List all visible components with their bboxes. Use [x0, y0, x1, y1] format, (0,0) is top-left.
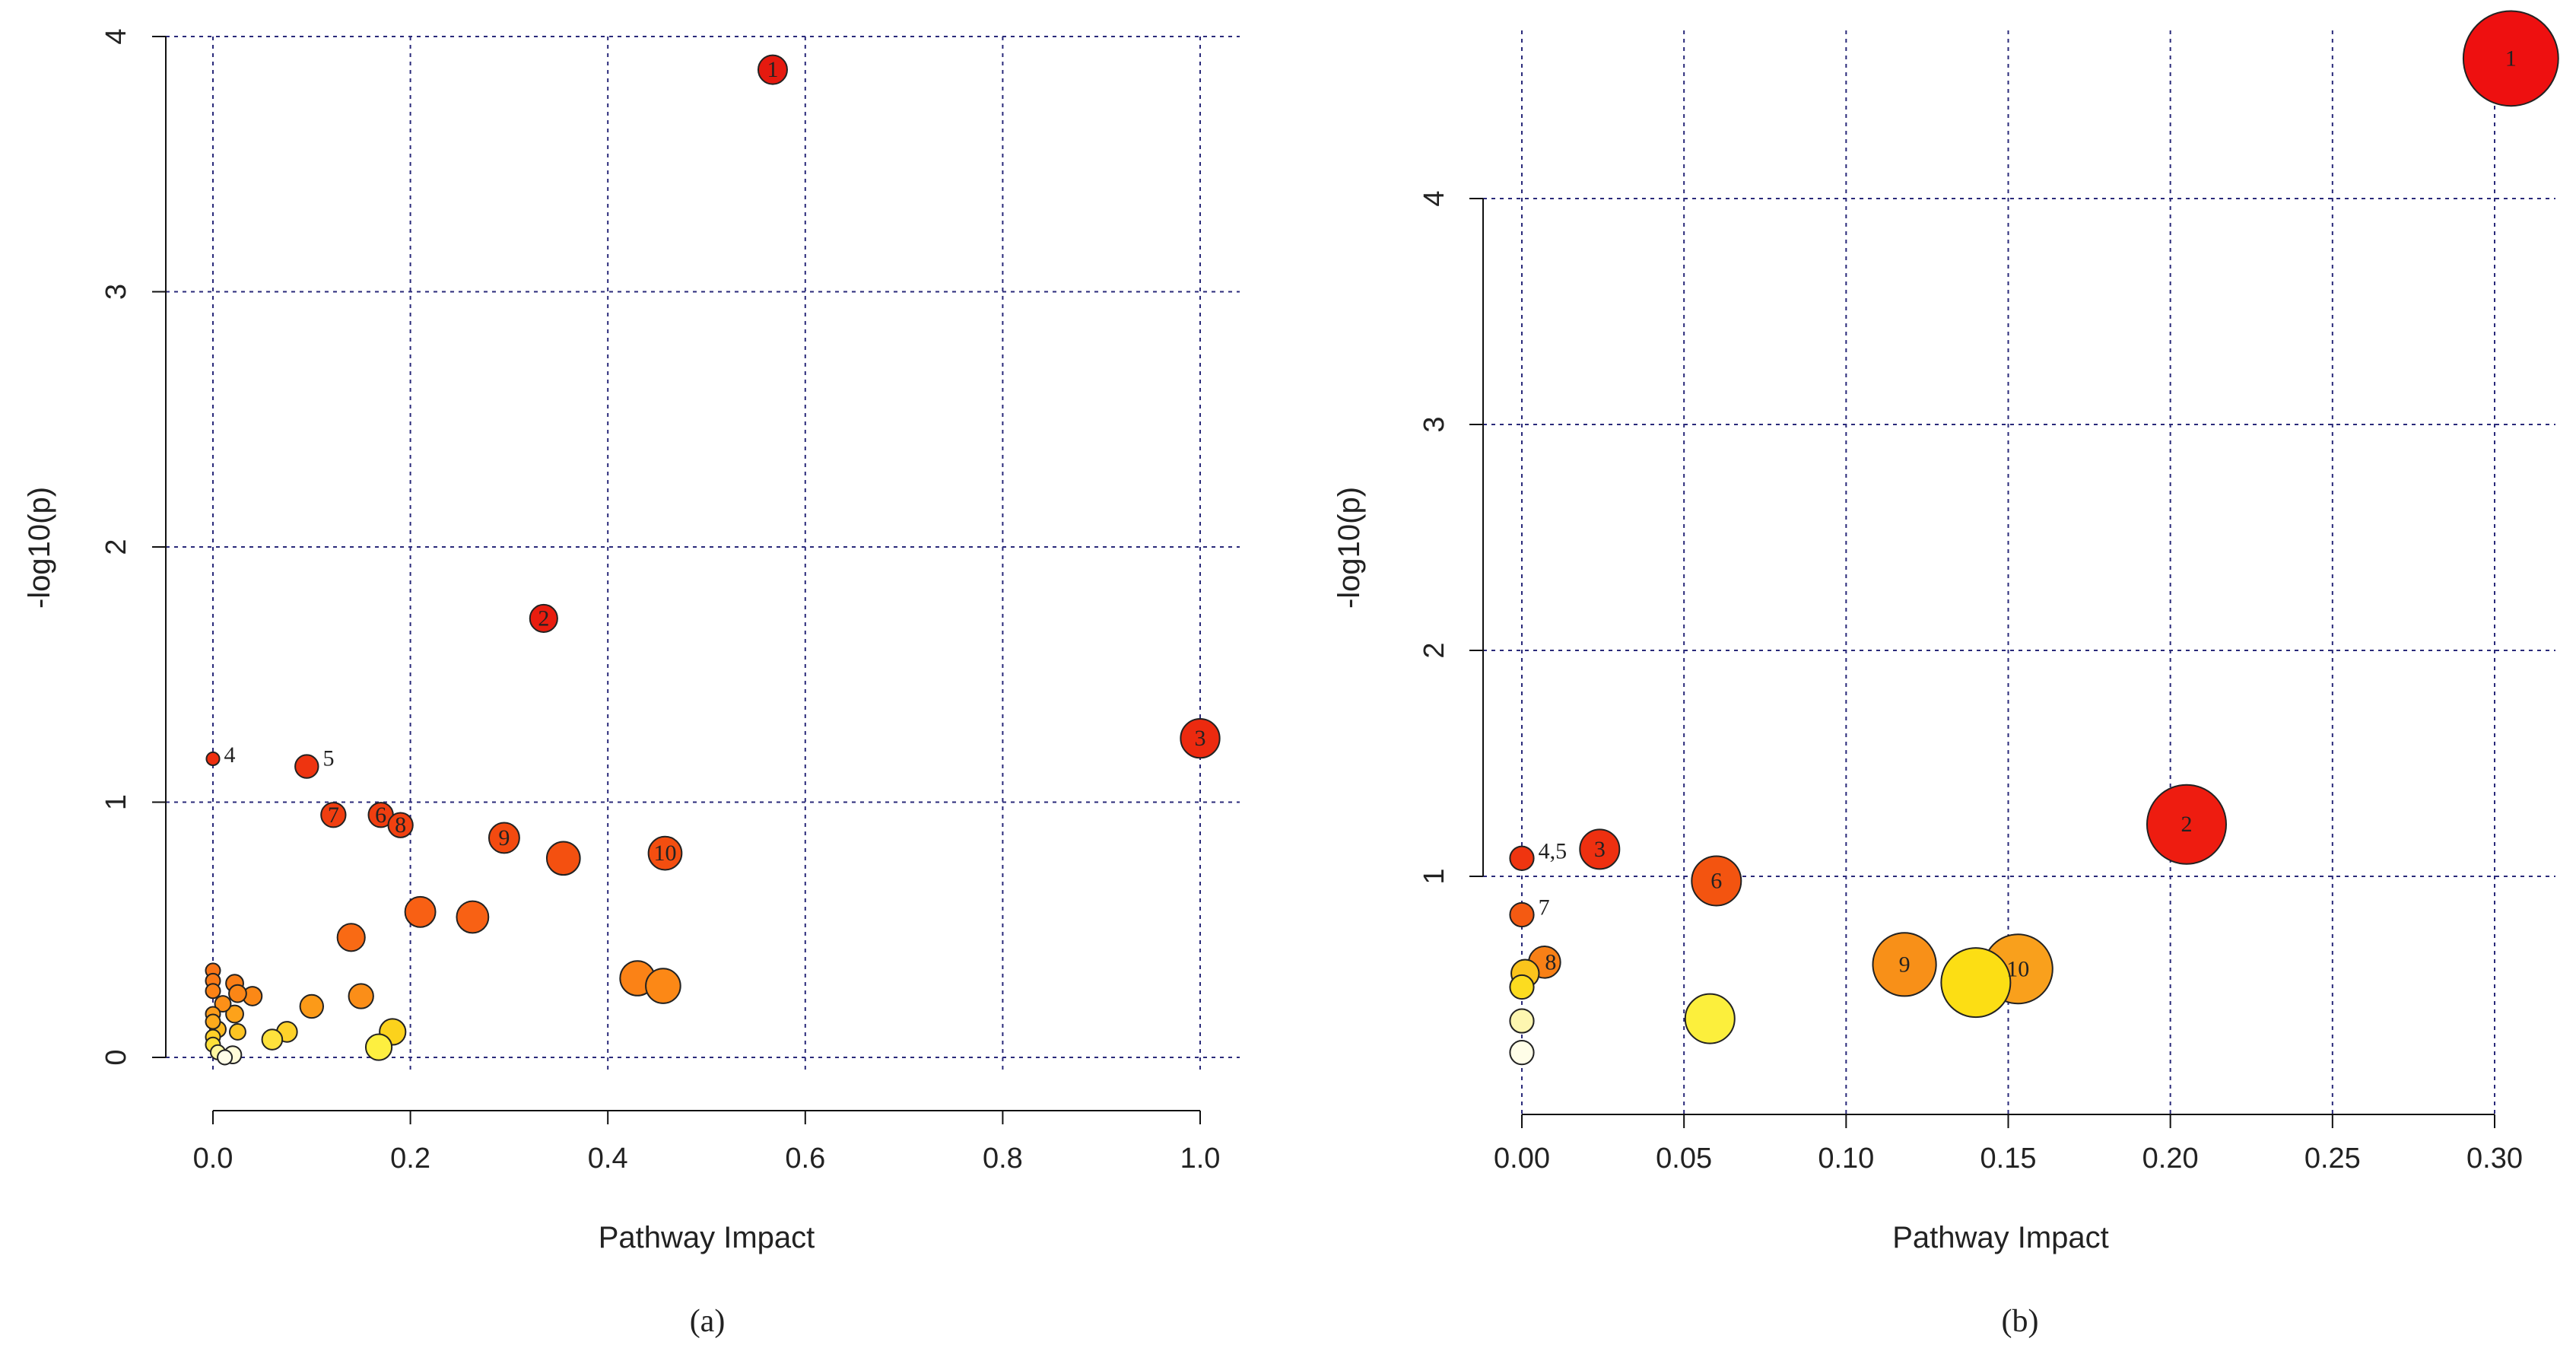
panel-b-point-4 — [1691, 855, 1742, 907]
panel-b-ytick-label-3: 4 — [1418, 190, 1450, 206]
panel-b-caption: (b) — [2002, 1304, 2039, 1339]
panel-a-point-5 — [320, 802, 347, 828]
panel-a-point-label-6: 6 — [375, 803, 386, 828]
panel-a-point-label-0: 1 — [767, 57, 778, 82]
panel-a-point-24 — [205, 1013, 221, 1030]
panel-b-x-axis-title: Pathway Impact — [1892, 1221, 2109, 1254]
panel-a-point-8 — [488, 822, 520, 854]
panel-a-point-20 — [228, 984, 247, 1003]
panel-a-point-26 — [299, 993, 324, 1019]
panel-a-point-13 — [336, 923, 366, 952]
panel-a-x-axis-title: Pathway Impact — [599, 1221, 815, 1254]
panel-b-point-9 — [1940, 947, 2012, 1019]
panel-b-xtick-label-3: 0.15 — [1980, 1143, 2037, 1175]
panel-b-point-10 — [1684, 993, 1736, 1044]
panel-a-xtick-label-0: 0.0 — [193, 1143, 233, 1175]
panel-a-point-29 — [229, 1023, 246, 1041]
panel-b-point-label-4: 6 — [1710, 868, 1722, 893]
panel-b-ytick-label-0: 1 — [1418, 868, 1450, 884]
panel-b-point-5 — [1509, 901, 1535, 928]
panel-a-point-15 — [645, 968, 681, 1004]
panel-a-xtick-label-4: 0.8 — [983, 1143, 1023, 1175]
panel-b-point-label-8: 10 — [2006, 956, 2029, 981]
panel-a-point-label-10: 10 — [653, 841, 676, 866]
panel-b-xtick-label-5: 0.25 — [2304, 1143, 2361, 1175]
panel-b-point-13 — [1509, 1008, 1535, 1034]
panel-a-point-4 — [294, 754, 319, 779]
panel-a-ytick-label-0: 0 — [100, 1049, 132, 1065]
panel-a-xtick-label-3: 0.6 — [785, 1143, 825, 1175]
panel-b-xtick-label-0: 0.00 — [1494, 1143, 1550, 1175]
panel-b-point-label-1: 2 — [2181, 812, 2192, 837]
panel-b-xtick-label-2: 0.10 — [1818, 1143, 1874, 1175]
panel-a-point-11 — [404, 895, 437, 928]
panel-a-point-27 — [348, 983, 374, 1009]
panel-a-point-38 — [217, 1049, 233, 1066]
panel-a-ytick-label-1: 1 — [100, 794, 132, 810]
panel-a-point-label-3: 4 — [224, 742, 236, 768]
panel-a-y-axis-title: -log10(p) — [23, 487, 56, 609]
panel-a-point-33 — [261, 1028, 284, 1051]
panel-b-xtick-label-1: 0.05 — [1656, 1143, 1712, 1175]
panel-a-xtick-label-2: 0.4 — [588, 1143, 628, 1175]
panel-b-point-label-7: 9 — [1899, 952, 1911, 977]
panel-a-point-2 — [1180, 717, 1221, 759]
panel-a-caption: (a) — [690, 1304, 726, 1339]
panel-b-point-label-3: 4,5 — [1539, 838, 1568, 863]
panel-b-point-label-0: 1 — [2505, 46, 2517, 71]
panel-a-point-label-2: 3 — [1195, 726, 1206, 751]
panel-b-ytick-label-2: 3 — [1418, 416, 1450, 432]
panel-a-point-25 — [225, 1004, 244, 1024]
panel-a-point-3 — [205, 751, 221, 767]
panel-b-point-label-2: 3 — [1594, 837, 1606, 862]
panel-b-point-7 — [1872, 932, 1937, 997]
panel-a-point-label-7: 8 — [395, 812, 406, 838]
panel-a-point-10 — [647, 835, 683, 871]
panel-b-ytick-label-1: 2 — [1418, 642, 1450, 658]
panel-a-point-12 — [456, 900, 490, 934]
panel-a-point-22 — [214, 995, 232, 1013]
panel-b-xtick-label-4: 0.20 — [2142, 1143, 2199, 1175]
panel-b-y-axis-title: -log10(p) — [1332, 487, 1366, 609]
panel-a-point-7 — [387, 812, 414, 838]
panel-a-point-label-8: 9 — [498, 825, 510, 850]
panel-a-ytick-label-3: 3 — [100, 284, 132, 300]
panel-b-point-12 — [1509, 974, 1535, 1000]
panel-a-ytick-label-4: 4 — [100, 28, 132, 44]
panel-a-point-35 — [364, 1033, 393, 1061]
panel-a-xtick-label-5: 1.0 — [1180, 1143, 1221, 1175]
panel-a-point-0 — [757, 54, 788, 85]
panel-a-point-label-1: 2 — [538, 606, 549, 631]
panel-b-point-3 — [1509, 845, 1535, 871]
panel-a-ytick-label-2: 2 — [100, 539, 132, 555]
panel-a-point-1 — [529, 603, 558, 633]
panel-a-point-18 — [205, 983, 221, 1000]
panel-a-xtick-label-1: 0.2 — [390, 1143, 430, 1175]
panel-b-xtick-label-6: 0.30 — [2466, 1143, 2523, 1175]
panel-b-point-label-6: 8 — [1545, 949, 1556, 974]
panel-a-point-9 — [545, 841, 581, 876]
panel-a-point-label-4: 5 — [323, 745, 335, 771]
panel-a-point-label-5: 7 — [328, 803, 339, 828]
panel-b-point-label-5: 7 — [1539, 895, 1550, 920]
panel-b-point-1 — [2146, 784, 2227, 865]
panel-b-point-0 — [2462, 10, 2559, 107]
panel-b-point-14 — [1509, 1040, 1535, 1066]
panel-b-point-2 — [1579, 828, 1621, 870]
